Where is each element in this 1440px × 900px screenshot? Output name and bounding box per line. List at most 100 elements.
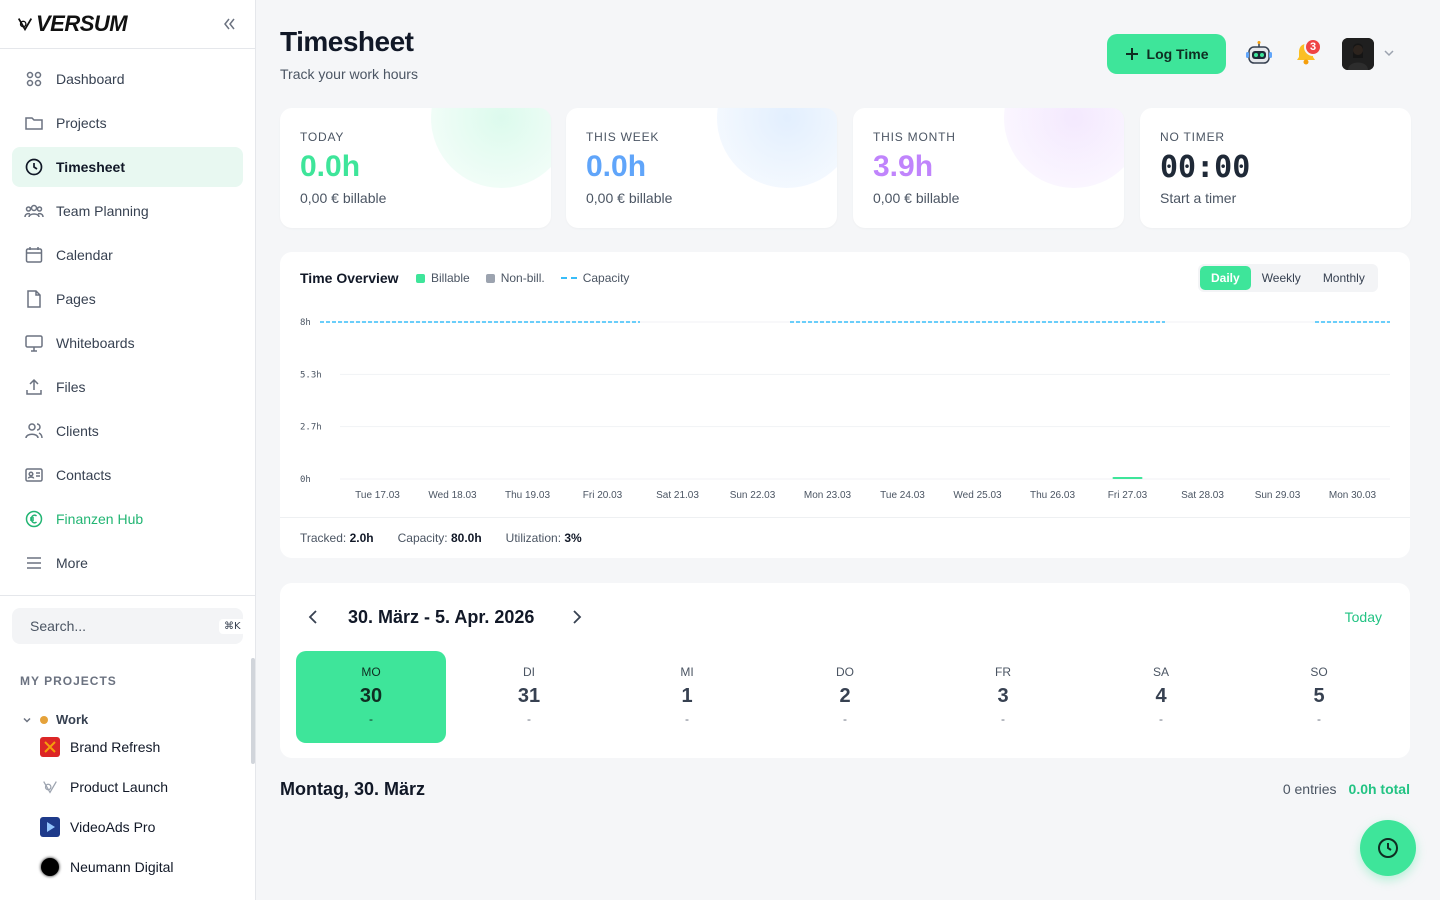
monitor-icon xyxy=(25,335,43,352)
day-name: SA xyxy=(1152,665,1169,679)
y-tick-label: 0h xyxy=(300,475,311,485)
log-time-button[interactable]: Log Time xyxy=(1107,34,1226,74)
x-tick-label: Mon 30.03 xyxy=(1329,490,1377,501)
nav-label: Contacts xyxy=(56,467,112,483)
clock-icon xyxy=(25,158,43,176)
project-label: VideoAds Pro xyxy=(70,819,156,835)
day-hours: - xyxy=(527,712,531,726)
project-item-neumann-digital[interactable]: Neumann Digital xyxy=(40,847,255,887)
tracked-summary: Tracked: 2.0h xyxy=(300,531,374,545)
nav-item-dashboard[interactable]: Dashboard xyxy=(12,59,243,99)
day-cell-sa[interactable]: SA 4 - xyxy=(1086,651,1236,743)
nav-label: Pages xyxy=(56,291,96,307)
project-group-work[interactable]: Work xyxy=(22,712,255,727)
collapse-sidebar-button[interactable] xyxy=(219,14,239,34)
nav-item-whiteboards[interactable]: Whiteboards xyxy=(12,323,243,363)
notification-badge: 3 xyxy=(1304,38,1322,56)
day-name: DI xyxy=(523,665,535,679)
card-decoration xyxy=(1004,108,1124,188)
today-button[interactable]: Today xyxy=(1344,609,1382,625)
nav-label: Team Planning xyxy=(56,203,149,219)
day-date: 2 xyxy=(839,685,851,707)
nav-item-contacts[interactable]: Contacts xyxy=(12,455,243,495)
day-cell-mi[interactable]: MI 1 - xyxy=(612,651,762,743)
day-date: 1 xyxy=(681,685,693,707)
nav-label: Timesheet xyxy=(56,159,125,175)
nav-label: More xyxy=(56,555,88,571)
logo-row: VERSUM xyxy=(0,0,255,49)
x-tick-label: Thu 26.03 xyxy=(1030,490,1075,501)
nav-item-timesheet[interactable]: Timesheet xyxy=(12,147,243,187)
clock-icon xyxy=(1378,838,1398,858)
chevron-down-icon xyxy=(23,717,31,723)
brand-logo[interactable]: VERSUM xyxy=(16,11,128,37)
tab-monthly[interactable]: Monthly xyxy=(1312,266,1376,290)
project-item-videoads-pro[interactable]: VideoAds Pro xyxy=(40,807,255,847)
overview-title: Time Overview xyxy=(300,270,399,286)
card-decoration xyxy=(717,108,837,188)
selected-day-heading: Montag, 30. März xyxy=(280,779,426,799)
day-hours: - xyxy=(1001,712,1005,726)
plus-icon xyxy=(1125,48,1138,60)
x-tick-label: Mon 23.03 xyxy=(804,490,852,501)
stat-card-this-week: THIS WEEK 0.0h 0,00 € billable xyxy=(566,108,837,228)
search-input[interactable] xyxy=(30,618,211,634)
legend-billable: Billable xyxy=(416,271,470,285)
x-tick-label: Sat 28.03 xyxy=(1181,490,1224,501)
stat-card-timer[interactable]: NO TIMER 00:00 Start a timer xyxy=(1140,108,1411,228)
day-cell-fr[interactable]: FR 3 - xyxy=(928,651,1078,743)
nav-item-team-planning[interactable]: Team Planning xyxy=(12,191,243,231)
x-tick-label: Tue 17.03 xyxy=(355,490,400,501)
x-tick-label: Wed 25.03 xyxy=(953,490,1002,501)
day-cell-do[interactable]: DO 2 - xyxy=(770,651,920,743)
day-date: 30 xyxy=(359,685,383,707)
day-hours: - xyxy=(1317,712,1321,726)
nav-label: Projects xyxy=(56,115,107,131)
tab-weekly[interactable]: Weekly xyxy=(1251,266,1312,290)
day-cell-mo[interactable]: MO 30 - xyxy=(296,651,446,743)
day-hours: - xyxy=(1159,712,1163,726)
group-label: Work xyxy=(56,712,89,727)
nav-item-files[interactable]: Files xyxy=(12,367,243,407)
euro-icon xyxy=(25,510,43,528)
nav-item-calendar[interactable]: Calendar xyxy=(12,235,243,275)
sidebar-scrollbar[interactable] xyxy=(251,658,255,764)
nav-item-finanzen-hub[interactable]: Finanzen Hub xyxy=(12,499,243,539)
log-time-label: Log Time xyxy=(1146,46,1209,62)
chevron-left-icon[interactable] xyxy=(304,607,324,627)
nav-item-projects[interactable]: Projects xyxy=(12,103,243,143)
my-projects-title: MY PROJECTS xyxy=(20,674,117,688)
period-toggle: Daily Weekly Monthly xyxy=(1198,264,1378,292)
start-timer-link[interactable]: Start a timer xyxy=(1160,190,1237,206)
chart-legend: Billable Non-bill. Capacity xyxy=(416,271,629,285)
project-item-brand-refresh[interactable]: Brand Refresh xyxy=(40,727,255,767)
chevron-down-icon[interactable] xyxy=(1382,46,1396,60)
day-hours: - xyxy=(369,712,373,726)
page-icon xyxy=(27,290,41,308)
week-range: 30. März - 5. Apr. 2026 xyxy=(348,607,535,627)
day-date: 31 xyxy=(517,685,541,707)
menu-icon xyxy=(27,557,41,569)
nav-item-more[interactable]: More xyxy=(12,543,243,583)
nav-item-pages[interactable]: Pages xyxy=(12,279,243,319)
project-item-product-launch[interactable]: Product Launch xyxy=(40,767,255,807)
avatar[interactable] xyxy=(1342,38,1374,70)
stat-label: TODAY xyxy=(300,130,345,144)
grid-icon xyxy=(26,71,42,87)
nav-divider xyxy=(0,595,255,596)
chevron-right-icon[interactable] xyxy=(566,607,586,627)
stat-card-today: TODAY 0.0h 0,00 € billable xyxy=(280,108,551,228)
robot-assistant-icon[interactable] xyxy=(1244,39,1274,69)
page-subtitle: Track your work hours xyxy=(280,66,418,82)
day-cell-so[interactable]: SO 5 - xyxy=(1244,651,1394,743)
sidebar-search[interactable]: ⌘K xyxy=(12,608,246,644)
day-cell-di[interactable]: DI 31 - xyxy=(454,651,604,743)
chevrons-left-icon xyxy=(224,18,235,30)
tab-daily[interactable]: Daily xyxy=(1200,266,1251,290)
logo-icon xyxy=(17,18,33,32)
search-shortcut: ⌘K xyxy=(219,618,246,634)
nav-label: Finanzen Hub xyxy=(56,511,144,527)
start-timer-fab[interactable] xyxy=(1360,820,1416,876)
nav-item-clients[interactable]: Clients xyxy=(12,411,243,451)
nav-label: Whiteboards xyxy=(56,335,135,351)
